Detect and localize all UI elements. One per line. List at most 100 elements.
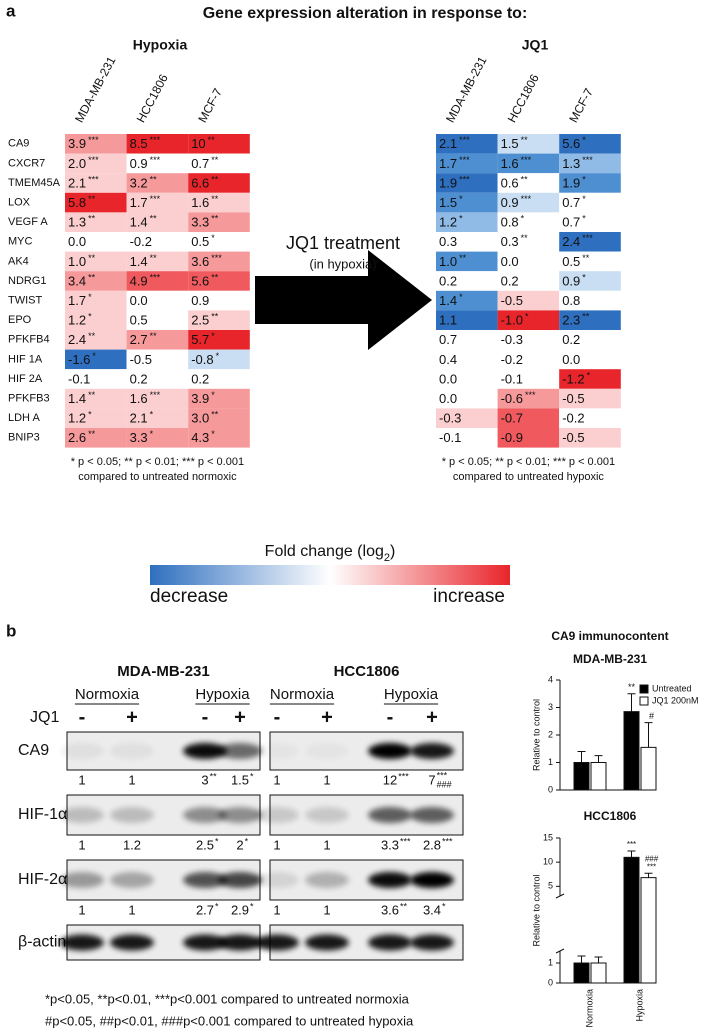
cell-value: -0.8 bbox=[191, 352, 213, 367]
significance: ** bbox=[211, 155, 219, 165]
column-header: MCF-7 bbox=[195, 86, 225, 125]
cell-value: 0.3 bbox=[501, 234, 519, 249]
arrow-label: JQ1 treatment bbox=[286, 233, 400, 253]
panel-label: a bbox=[6, 1, 16, 20]
significance: ** bbox=[521, 135, 529, 145]
legend-title: ) bbox=[390, 543, 395, 560]
y-tick-label: 15 bbox=[543, 832, 553, 842]
cell-value: -0.9 bbox=[501, 430, 523, 445]
error-bar bbox=[578, 752, 586, 763]
significance: ** bbox=[88, 194, 96, 204]
condition: Normoxia bbox=[75, 686, 140, 703]
band bbox=[60, 872, 104, 888]
significance: ** bbox=[521, 233, 529, 243]
column-header: MDA-MB-231 bbox=[72, 54, 119, 125]
significance: # bbox=[649, 711, 654, 721]
significance: ** bbox=[150, 174, 158, 184]
cell-value: -0.5 bbox=[501, 293, 523, 308]
significance: * bbox=[582, 214, 586, 224]
cell-value: 2.4 bbox=[562, 234, 580, 249]
significance: ** bbox=[208, 135, 216, 145]
cell-value: -0.5 bbox=[130, 352, 152, 367]
cell-value: -0.1 bbox=[68, 371, 90, 386]
y-axis-label: Relative to control bbox=[531, 874, 541, 946]
cell-value: 2.1 bbox=[439, 136, 457, 151]
legend-swatch bbox=[640, 685, 648, 693]
cell-value: 1.6 bbox=[191, 195, 209, 210]
quantification: 3 bbox=[201, 772, 208, 787]
significance: * bbox=[587, 370, 591, 380]
gene-label: TMEM45A bbox=[8, 177, 61, 189]
quantification: 2.8 bbox=[423, 837, 441, 852]
cell-value: -0.5 bbox=[562, 391, 584, 406]
significance: * bbox=[215, 901, 219, 911]
band bbox=[410, 807, 454, 823]
gene-label: CA9 bbox=[8, 138, 29, 150]
cell-value: 1.4 bbox=[439, 293, 457, 308]
cell-value: -0.6 bbox=[501, 391, 523, 406]
significance: ** bbox=[582, 312, 590, 322]
cell-value: 0.5 bbox=[191, 234, 209, 249]
cell-value: 4.3 bbox=[191, 430, 209, 445]
quantification: 1.2 bbox=[123, 837, 141, 852]
cell-value: 3.9 bbox=[191, 391, 209, 406]
y-tick-label: 3 bbox=[548, 702, 553, 712]
significance: *** bbox=[211, 253, 222, 263]
quantification: 1 bbox=[273, 772, 280, 787]
band bbox=[368, 935, 412, 951]
cell-value: 2.4 bbox=[68, 332, 86, 347]
significance: *** bbox=[88, 135, 99, 145]
lane-sign: - bbox=[79, 706, 86, 728]
column-header: HCC1806 bbox=[505, 72, 542, 125]
cell-value: 0.3 bbox=[439, 234, 457, 249]
band bbox=[410, 743, 454, 759]
footnote: *p<0.05, **p<0.01, ***p<0.001 compared t… bbox=[45, 991, 410, 1006]
significance: * bbox=[250, 771, 254, 781]
y-tick-label: 5 bbox=[548, 881, 553, 891]
cell-value: 5.6 bbox=[562, 136, 580, 151]
gene-label: CXCR7 bbox=[8, 157, 45, 169]
cell-value: 2.1 bbox=[130, 411, 148, 426]
lane-sign: - bbox=[202, 706, 209, 728]
significance: ** bbox=[521, 174, 529, 184]
gene-label: HIF 2A bbox=[8, 373, 43, 385]
significance: ** bbox=[150, 253, 158, 263]
gene-label: TWIST bbox=[8, 295, 42, 307]
significance: *** bbox=[400, 836, 411, 846]
x-tick-label: Normoxia bbox=[584, 989, 594, 1028]
cell-value: 2.5 bbox=[191, 313, 209, 328]
cell-value: 0.2 bbox=[439, 273, 457, 288]
treatment-label: JQ1 bbox=[30, 709, 59, 726]
cell-value: 3.0 bbox=[191, 411, 209, 426]
quantification: 3.6 bbox=[381, 902, 399, 917]
significance: ** bbox=[400, 901, 408, 911]
lane-sign: - bbox=[274, 706, 281, 728]
significance: *** bbox=[150, 194, 161, 204]
error-bar bbox=[645, 873, 653, 877]
cell-value: 5.8 bbox=[68, 195, 86, 210]
band bbox=[255, 935, 299, 951]
cell-value: 0.2 bbox=[562, 332, 580, 347]
gene-label: PFKFB3 bbox=[8, 393, 50, 405]
cell-value: -0.2 bbox=[562, 411, 584, 426]
significance: ** bbox=[211, 174, 219, 184]
column-header: HCC1806 bbox=[134, 72, 171, 125]
cell-value: 2.7 bbox=[130, 332, 148, 347]
cell-value: 0.8 bbox=[501, 215, 519, 230]
cell-value: 1.7 bbox=[68, 293, 86, 308]
footnote: compared to untreated normoxic bbox=[78, 471, 237, 483]
cell-value: 0.6 bbox=[501, 175, 519, 190]
quantification: 1 bbox=[128, 902, 135, 917]
footnote: #p<0.05, ##p<0.01, ###p<0.001 compared t… bbox=[45, 1013, 414, 1028]
lane-sign: + bbox=[426, 706, 438, 728]
cell-value: 0.0 bbox=[501, 254, 519, 269]
significance: ** bbox=[88, 214, 96, 224]
quantification: 7 bbox=[428, 772, 435, 787]
error-bar bbox=[645, 723, 653, 748]
band bbox=[255, 807, 299, 823]
band bbox=[305, 807, 349, 823]
chart-subtitle: HCC1806 bbox=[584, 809, 637, 823]
significance: ** bbox=[211, 312, 219, 322]
significance: * bbox=[211, 233, 215, 243]
band bbox=[110, 807, 154, 823]
